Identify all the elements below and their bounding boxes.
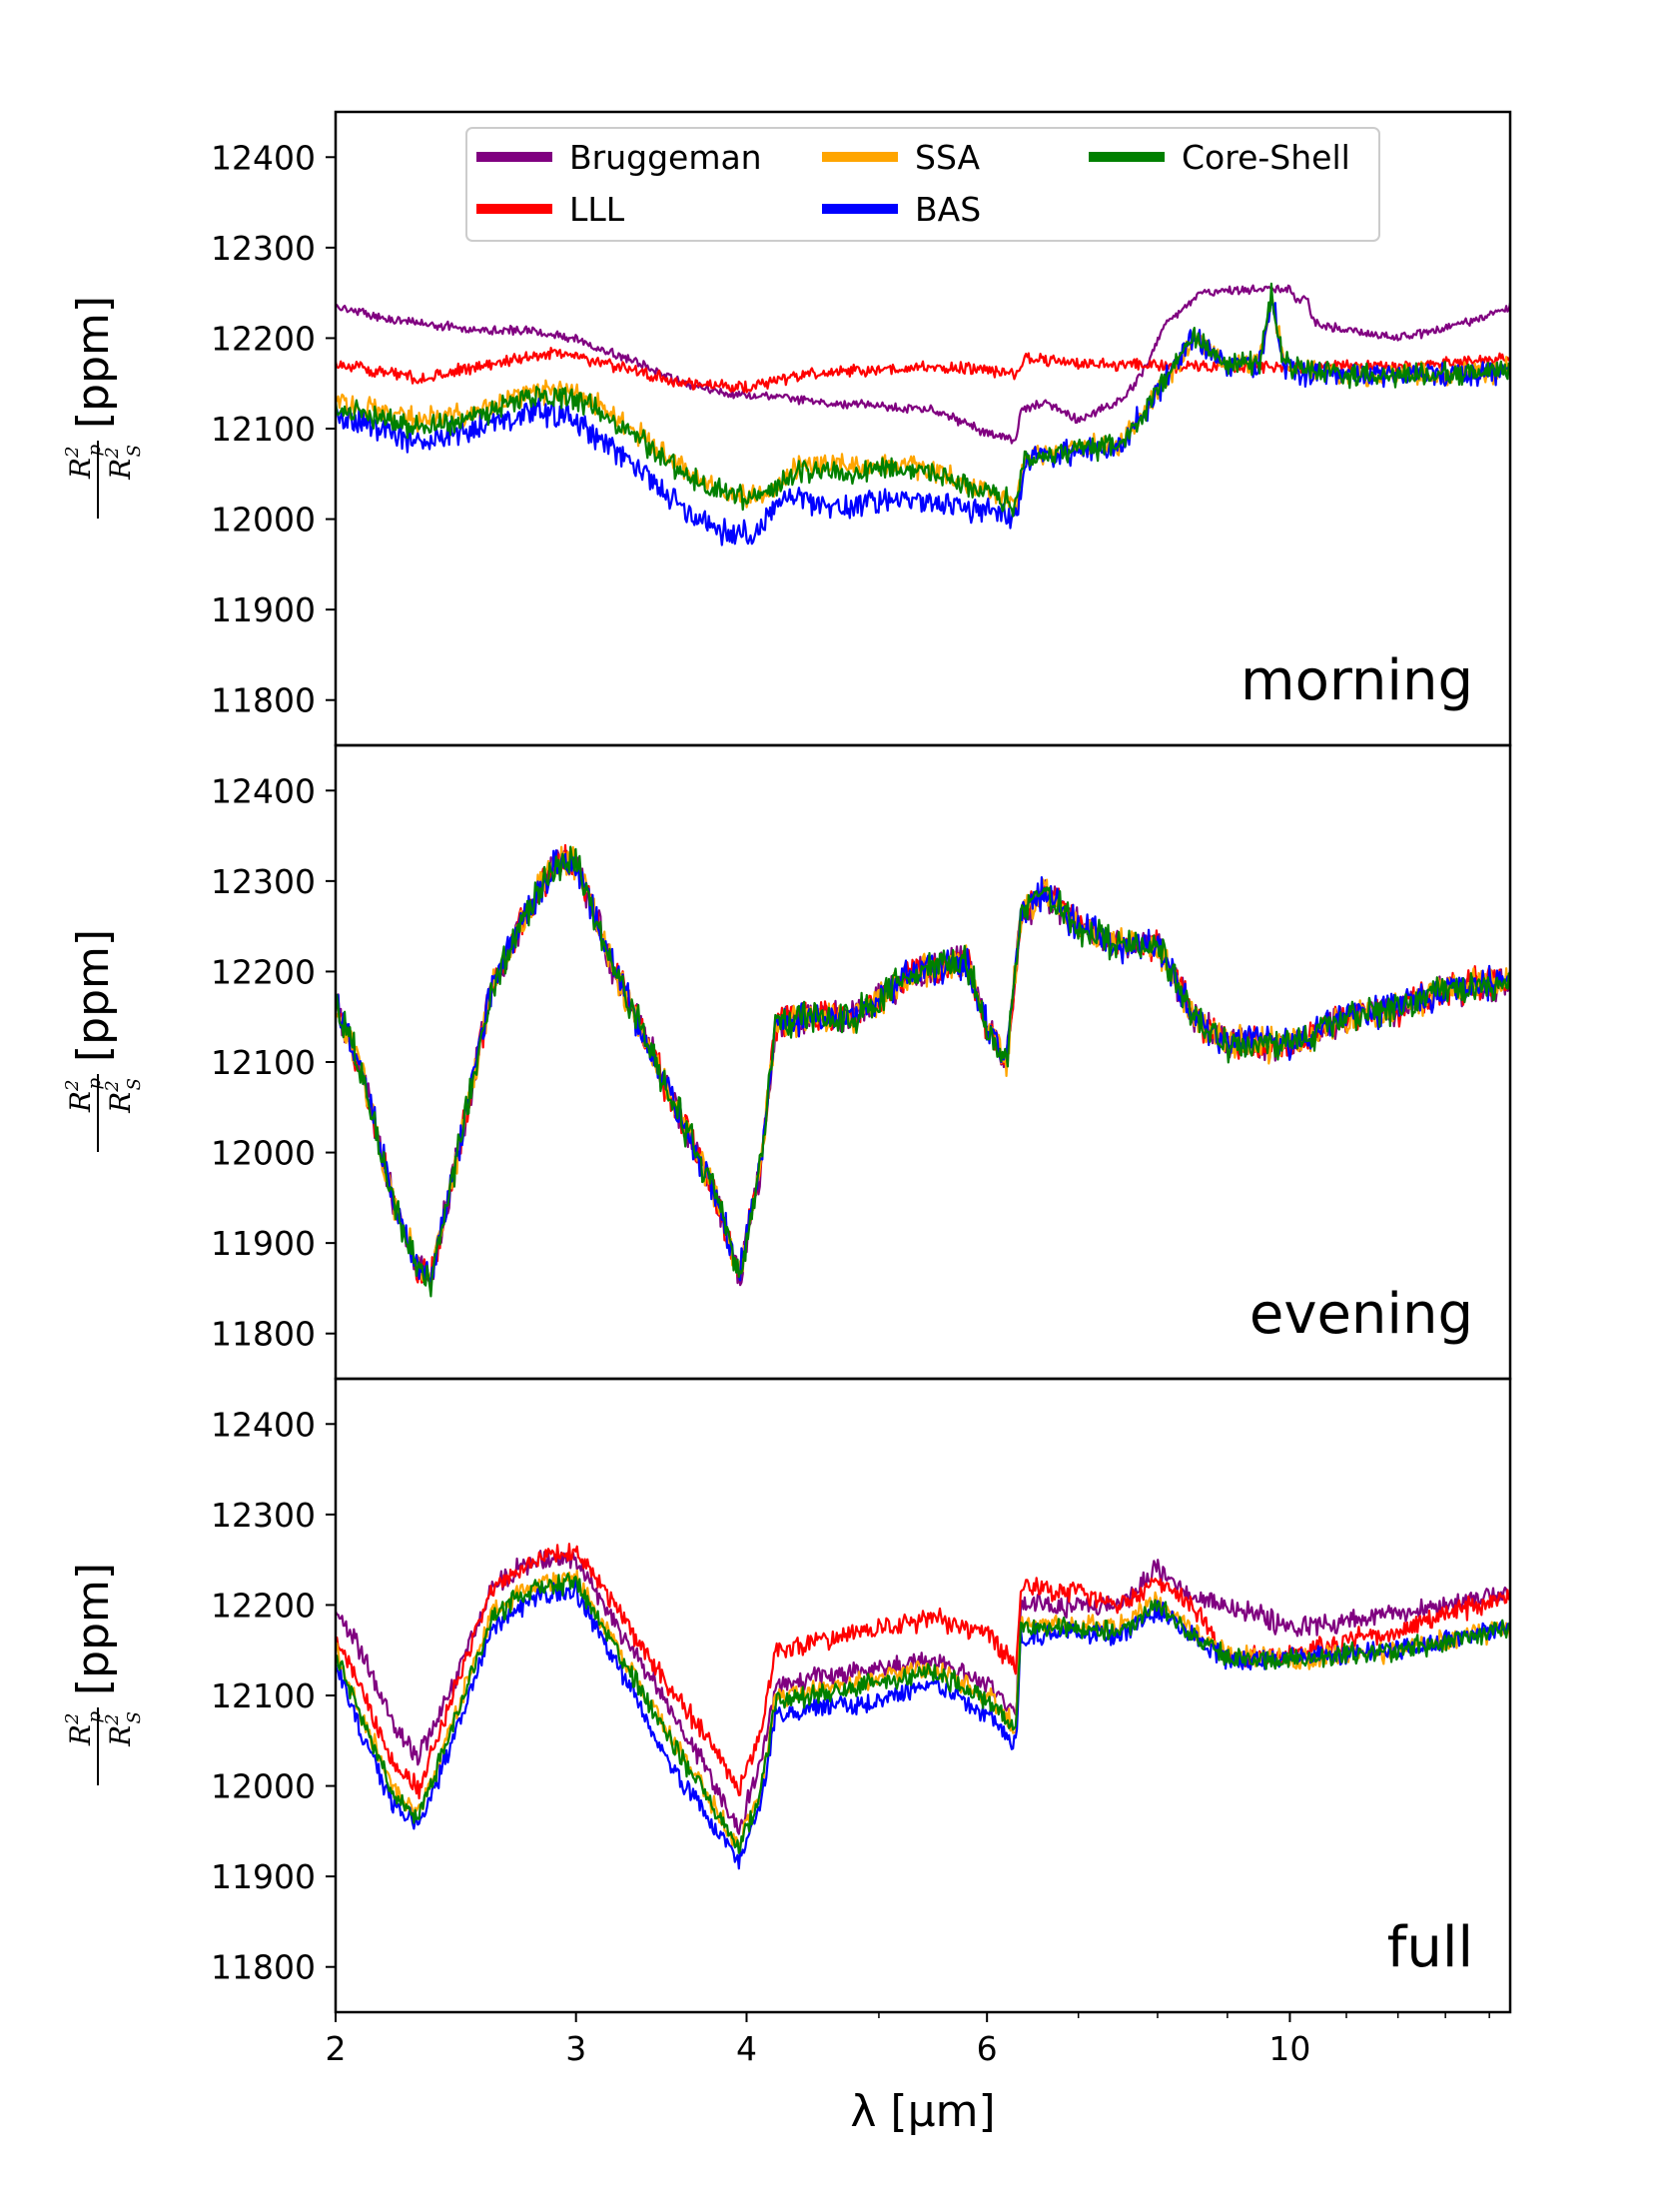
- x-axis-label: λ [μm]: [850, 2086, 995, 2137]
- y-ticks-full: 11800 11900 12000 12100 12200 12300 12400: [211, 1405, 336, 1987]
- x-tick-label: 6: [977, 2029, 998, 2068]
- ylabel-fraction-denominator: R2S: [102, 1711, 145, 1747]
- panel-evening: 11800 11900 12000 12100 12200 12300 12400 even…: [62, 743, 1512, 1381]
- panel-label-full: full: [1387, 1915, 1473, 1980]
- x-tick-label: 4: [736, 2029, 757, 2068]
- y-tick-label: 12200: [211, 952, 316, 991]
- y-tick-label: 12400: [211, 771, 316, 810]
- y-tick-label: 11800: [211, 1948, 316, 1987]
- ylabel-text: [ppm]: [68, 296, 119, 429]
- y-tick-label: 11900: [211, 1857, 316, 1896]
- y-axis-label-full: R2p R2S [ppm]: [62, 1563, 145, 1785]
- legend-label-bas: BAS: [915, 190, 981, 229]
- y-tick-label: 11800: [211, 1315, 316, 1354]
- legend-label-bruggeman: Bruggeman: [569, 138, 762, 177]
- y-tick-label: 12200: [211, 1586, 316, 1625]
- y-tick-label: 12100: [211, 410, 316, 449]
- y-tick-label: 12400: [211, 138, 316, 177]
- y-tick-label: 12300: [211, 1496, 316, 1535]
- series-group-evening: [336, 843, 1510, 1298]
- x-tick-label: 2: [326, 2029, 347, 2068]
- y-tick-label: 12200: [211, 319, 316, 358]
- series-line-morning-ssa: [336, 298, 1510, 514]
- y-tick-label: 12300: [211, 229, 316, 268]
- panel-label-morning: morning: [1241, 648, 1473, 713]
- x-tick-label: 3: [565, 2029, 586, 2068]
- legend-label-core-shell: Core-Shell: [1182, 138, 1350, 177]
- y-tick-label: 11800: [211, 681, 316, 720]
- series-line-evening-core-shell: [336, 845, 1510, 1298]
- panel-label-evening: evening: [1249, 1282, 1473, 1347]
- y-tick-label: 12100: [211, 1676, 316, 1715]
- panel-full: 11800 11900 12000 12100 12200 12300 12400 full…: [62, 1377, 1512, 2014]
- y-ticks-morning: 11800 11900 12000 12100 12200 12300 12400: [211, 138, 336, 720]
- series-line-morning-bruggeman: [336, 284, 1510, 445]
- y-axis-label-evening: R2p R2S [ppm]: [62, 929, 145, 1152]
- y-ticks-evening: 11800 11900 12000 12100 12200 12300 12400: [211, 771, 336, 1354]
- axes-frame-full: [334, 1377, 1512, 2014]
- y-tick-label: 11900: [211, 590, 316, 629]
- ylabel-text: [ppm]: [68, 929, 119, 1062]
- y-tick-label: 12000: [211, 1767, 316, 1806]
- series-line-full-core-shell: [336, 1572, 1510, 1854]
- panel-morning: 11800 11900 12000 12100 12200 12300 12400 morn…: [62, 110, 1512, 747]
- series-group-morning: [336, 282, 1510, 547]
- series-group-full: [336, 1543, 1510, 1870]
- y-tick-label: 12100: [211, 1043, 316, 1082]
- y-tick-label: 12400: [211, 1405, 316, 1444]
- y-tick-label: 11900: [211, 1224, 316, 1263]
- legend: Bruggeman LLL SSA BAS Core-Shell: [465, 127, 1380, 242]
- x-axis: 2 3 4 6 10: [326, 2012, 1490, 2068]
- x-tick-label: 10: [1268, 2029, 1310, 2068]
- ylabel-text: [ppm]: [68, 1563, 119, 1695]
- y-tick-label: 12000: [211, 1134, 316, 1173]
- y-tick-label: 12000: [211, 501, 316, 540]
- legend-label-ssa: SSA: [915, 138, 981, 177]
- series-line-morning-core-shell: [336, 282, 1510, 518]
- legend-label-lll: LLL: [569, 190, 625, 229]
- y-tick-label: 12300: [211, 862, 316, 901]
